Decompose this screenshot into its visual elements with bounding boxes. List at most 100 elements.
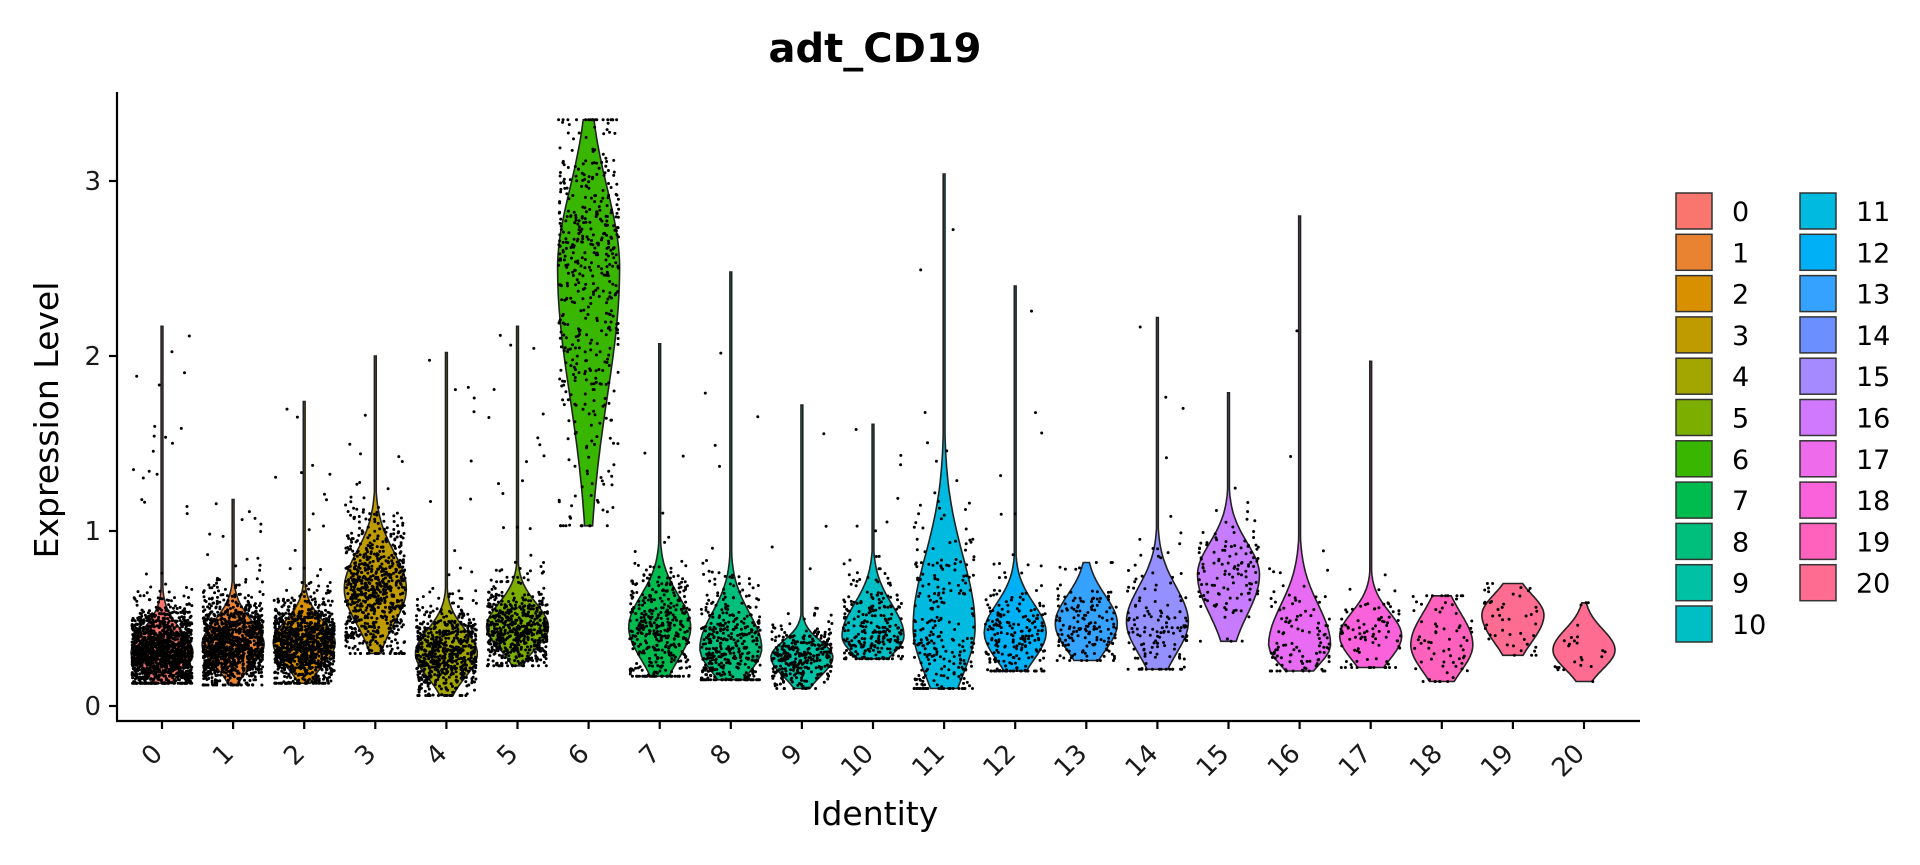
violin-cluster-0 xyxy=(130,325,194,685)
data-point xyxy=(390,553,394,557)
data-point xyxy=(140,619,144,623)
data-point xyxy=(215,578,219,582)
data-point xyxy=(350,531,354,535)
data-point xyxy=(233,623,237,627)
data-point xyxy=(364,517,368,521)
data-point xyxy=(220,617,224,620)
data-point xyxy=(351,537,355,541)
data-point xyxy=(274,617,278,621)
data-point xyxy=(133,597,137,601)
data-point xyxy=(277,625,281,629)
data-point xyxy=(215,679,219,683)
data-point xyxy=(330,612,334,616)
data-point xyxy=(140,652,144,656)
data-point xyxy=(275,676,279,680)
data-point xyxy=(216,614,220,617)
data-point xyxy=(306,612,310,615)
data-point xyxy=(306,679,310,683)
data-point xyxy=(150,670,153,674)
data-point xyxy=(230,673,234,677)
data-point xyxy=(462,629,466,633)
data-point xyxy=(289,676,293,680)
data-point xyxy=(439,687,443,691)
data-point xyxy=(173,604,177,608)
data-point xyxy=(433,622,437,626)
data-point xyxy=(140,498,144,502)
data-point xyxy=(253,604,256,607)
data-point xyxy=(369,552,373,555)
data-point xyxy=(248,665,252,669)
data-point xyxy=(189,628,193,632)
data-point xyxy=(392,514,396,518)
data-point xyxy=(147,646,151,650)
data-point xyxy=(163,613,167,617)
data-point xyxy=(287,605,290,609)
data-point xyxy=(395,560,399,564)
data-point xyxy=(426,622,430,626)
data-point xyxy=(436,678,440,682)
data-point xyxy=(151,636,155,640)
data-point xyxy=(380,579,384,583)
data-point xyxy=(215,683,219,687)
data-point xyxy=(347,615,351,619)
data-point xyxy=(216,673,220,677)
data-point xyxy=(444,678,448,682)
data-point xyxy=(136,616,140,620)
data-point xyxy=(469,459,473,463)
data-point xyxy=(152,669,156,673)
data-point xyxy=(282,671,286,675)
data-point xyxy=(325,668,329,671)
data-point xyxy=(472,617,476,621)
data-point xyxy=(246,683,250,687)
data-point xyxy=(366,525,370,529)
data-point xyxy=(292,655,296,659)
data-point xyxy=(296,627,300,631)
data-point xyxy=(370,564,374,568)
data-point xyxy=(381,609,384,613)
data-point xyxy=(318,662,322,666)
data-point xyxy=(361,576,365,580)
data-point xyxy=(234,636,238,640)
data-point xyxy=(309,633,313,637)
data-point xyxy=(214,605,218,609)
data-point xyxy=(309,654,313,658)
data-point xyxy=(321,626,325,630)
data-point xyxy=(181,681,185,685)
data-point xyxy=(141,476,145,480)
data-point xyxy=(206,605,210,609)
data-point xyxy=(252,678,256,682)
data-point xyxy=(166,628,170,632)
data-point xyxy=(236,628,240,632)
data-point xyxy=(363,413,367,417)
data-point xyxy=(344,586,348,590)
data-point xyxy=(221,666,225,670)
data-point xyxy=(144,661,148,665)
data-point xyxy=(469,497,473,501)
data-point xyxy=(227,616,231,620)
data-point xyxy=(295,634,298,638)
data-point xyxy=(167,650,171,654)
data-point xyxy=(403,612,407,615)
data-point xyxy=(394,567,398,571)
data-point xyxy=(330,599,334,603)
data-point xyxy=(277,653,281,657)
data-point xyxy=(131,624,135,628)
data-point xyxy=(371,585,375,589)
data-point xyxy=(357,565,361,569)
data-point xyxy=(307,528,311,532)
data-point xyxy=(332,659,336,663)
data-point xyxy=(295,415,299,419)
data-point xyxy=(208,647,212,651)
data-point xyxy=(182,633,186,637)
data-point xyxy=(141,641,145,645)
data-point xyxy=(357,618,361,622)
data-point xyxy=(182,664,186,668)
data-point xyxy=(178,627,182,630)
data-point xyxy=(354,561,358,565)
data-point xyxy=(156,596,160,600)
data-point xyxy=(164,582,168,586)
data-point xyxy=(138,672,142,676)
data-point xyxy=(181,622,184,626)
data-point xyxy=(172,610,176,614)
data-point xyxy=(363,621,367,625)
